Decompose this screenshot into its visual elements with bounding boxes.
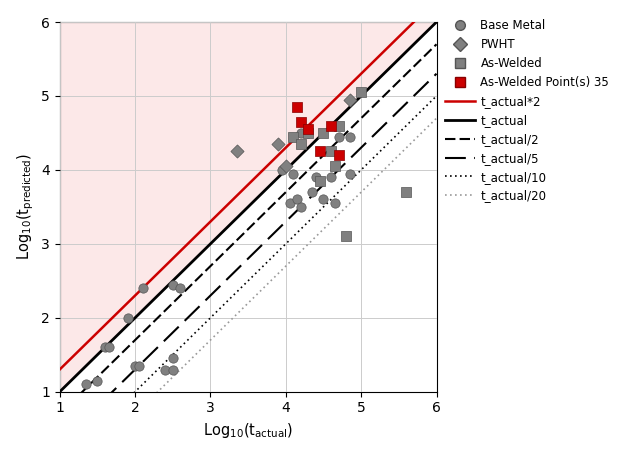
Point bbox=[318, 129, 328, 136]
Point bbox=[289, 133, 299, 140]
Legend: Base Metal, PWHT, As-Welded, As-Welded Point(s) 35, t_actual*2, t_actual, t_actu: Base Metal, PWHT, As-Welded, As-Welded P… bbox=[440, 15, 614, 207]
Point bbox=[130, 362, 140, 369]
Point bbox=[314, 148, 324, 155]
Y-axis label: Log$_{10}$(t$_{\mathrm{predicted}}$): Log$_{10}$(t$_{\mathrm{predicted}}$) bbox=[15, 153, 36, 260]
Point bbox=[296, 118, 306, 126]
Point bbox=[232, 148, 242, 155]
Point bbox=[333, 152, 343, 159]
Point bbox=[296, 129, 306, 136]
Point bbox=[345, 170, 355, 177]
Point bbox=[168, 355, 178, 362]
Point bbox=[326, 148, 336, 155]
Point bbox=[296, 141, 306, 148]
Point bbox=[401, 188, 411, 196]
Point bbox=[273, 141, 284, 148]
Point bbox=[134, 362, 144, 369]
Point bbox=[93, 377, 103, 384]
Point bbox=[326, 174, 336, 181]
Point bbox=[345, 133, 355, 140]
Point bbox=[326, 122, 336, 129]
Point bbox=[333, 133, 343, 140]
Point bbox=[285, 200, 295, 207]
Point bbox=[356, 89, 366, 96]
Point bbox=[160, 366, 170, 373]
Point bbox=[314, 177, 324, 185]
Point bbox=[296, 203, 306, 211]
Point bbox=[307, 188, 318, 196]
Point bbox=[341, 233, 351, 240]
Point bbox=[345, 96, 355, 103]
Point bbox=[329, 200, 340, 207]
Point bbox=[168, 366, 178, 373]
Point bbox=[292, 196, 302, 203]
Point bbox=[318, 196, 328, 203]
Point bbox=[292, 103, 302, 111]
Point bbox=[104, 344, 114, 351]
Point bbox=[277, 166, 287, 173]
Point bbox=[289, 170, 299, 177]
Point bbox=[168, 281, 178, 288]
Point bbox=[81, 381, 91, 388]
Point bbox=[304, 129, 314, 136]
Point bbox=[329, 162, 340, 170]
Point bbox=[281, 162, 291, 170]
Point bbox=[175, 284, 185, 292]
Point bbox=[304, 129, 314, 136]
Point bbox=[137, 284, 147, 292]
Point bbox=[304, 126, 314, 133]
Point bbox=[122, 314, 132, 321]
Point bbox=[100, 344, 110, 351]
X-axis label: Log$_{10}$(t$_{\mathrm{actual}}$): Log$_{10}$(t$_{\mathrm{actual}}$) bbox=[203, 421, 293, 440]
Point bbox=[311, 174, 321, 181]
Point bbox=[333, 122, 343, 129]
